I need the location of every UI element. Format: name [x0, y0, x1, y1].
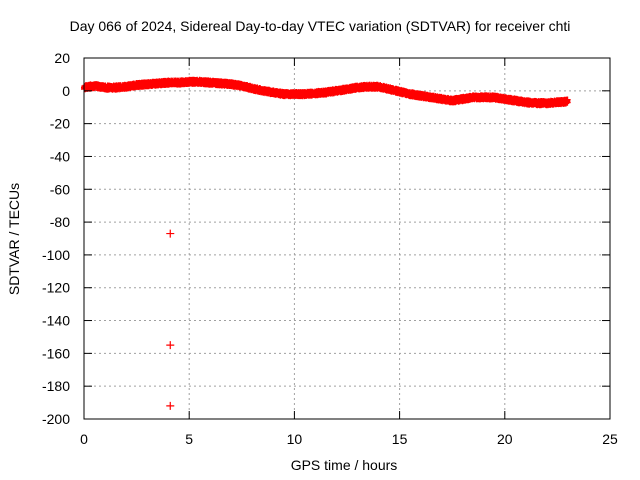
y-tick-label: -160: [42, 345, 70, 361]
y-tick-label: -180: [42, 378, 70, 394]
data-layer: [81, 76, 571, 410]
grid-layer: [84, 58, 610, 419]
y-tick-label: -20: [50, 116, 70, 132]
y-tick-label: 20: [54, 50, 70, 66]
y-tick-label: -40: [50, 148, 70, 164]
y-tick-label: -80: [50, 214, 70, 230]
x-tick-label: 10: [287, 431, 303, 447]
y-tick-label: -60: [50, 181, 70, 197]
x-axis-label: GPS time / hours: [291, 457, 398, 473]
chart-title: Day 066 of 2024, Sidereal Day-to-day VTE…: [69, 18, 571, 34]
x-tick-label: 15: [392, 431, 408, 447]
y-tick-label: 0: [62, 83, 70, 99]
outlier-point: [166, 401, 175, 410]
y-axis-label: SDTVAR / TECUs: [6, 183, 22, 295]
x-tick-label: 25: [602, 431, 618, 447]
sdtvar-data-band: [81, 76, 571, 109]
y-tick-label: -140: [42, 313, 70, 329]
y-tick-label: -100: [42, 247, 70, 263]
tick-layer: 20 0 -20 -40 -60 -80 -100 -120 -140 -160 -180 -200 0…: [42, 50, 618, 447]
y-tick-label: -200: [42, 411, 70, 427]
outlier-point: [166, 341, 175, 350]
x-tick-label: 5: [185, 431, 193, 447]
outlier-point: [166, 229, 175, 238]
y-tick-label: -120: [42, 280, 70, 296]
plot-frame: [83, 57, 611, 420]
x-tick-label: 20: [497, 431, 513, 447]
x-tick-label: 0: [80, 431, 88, 447]
